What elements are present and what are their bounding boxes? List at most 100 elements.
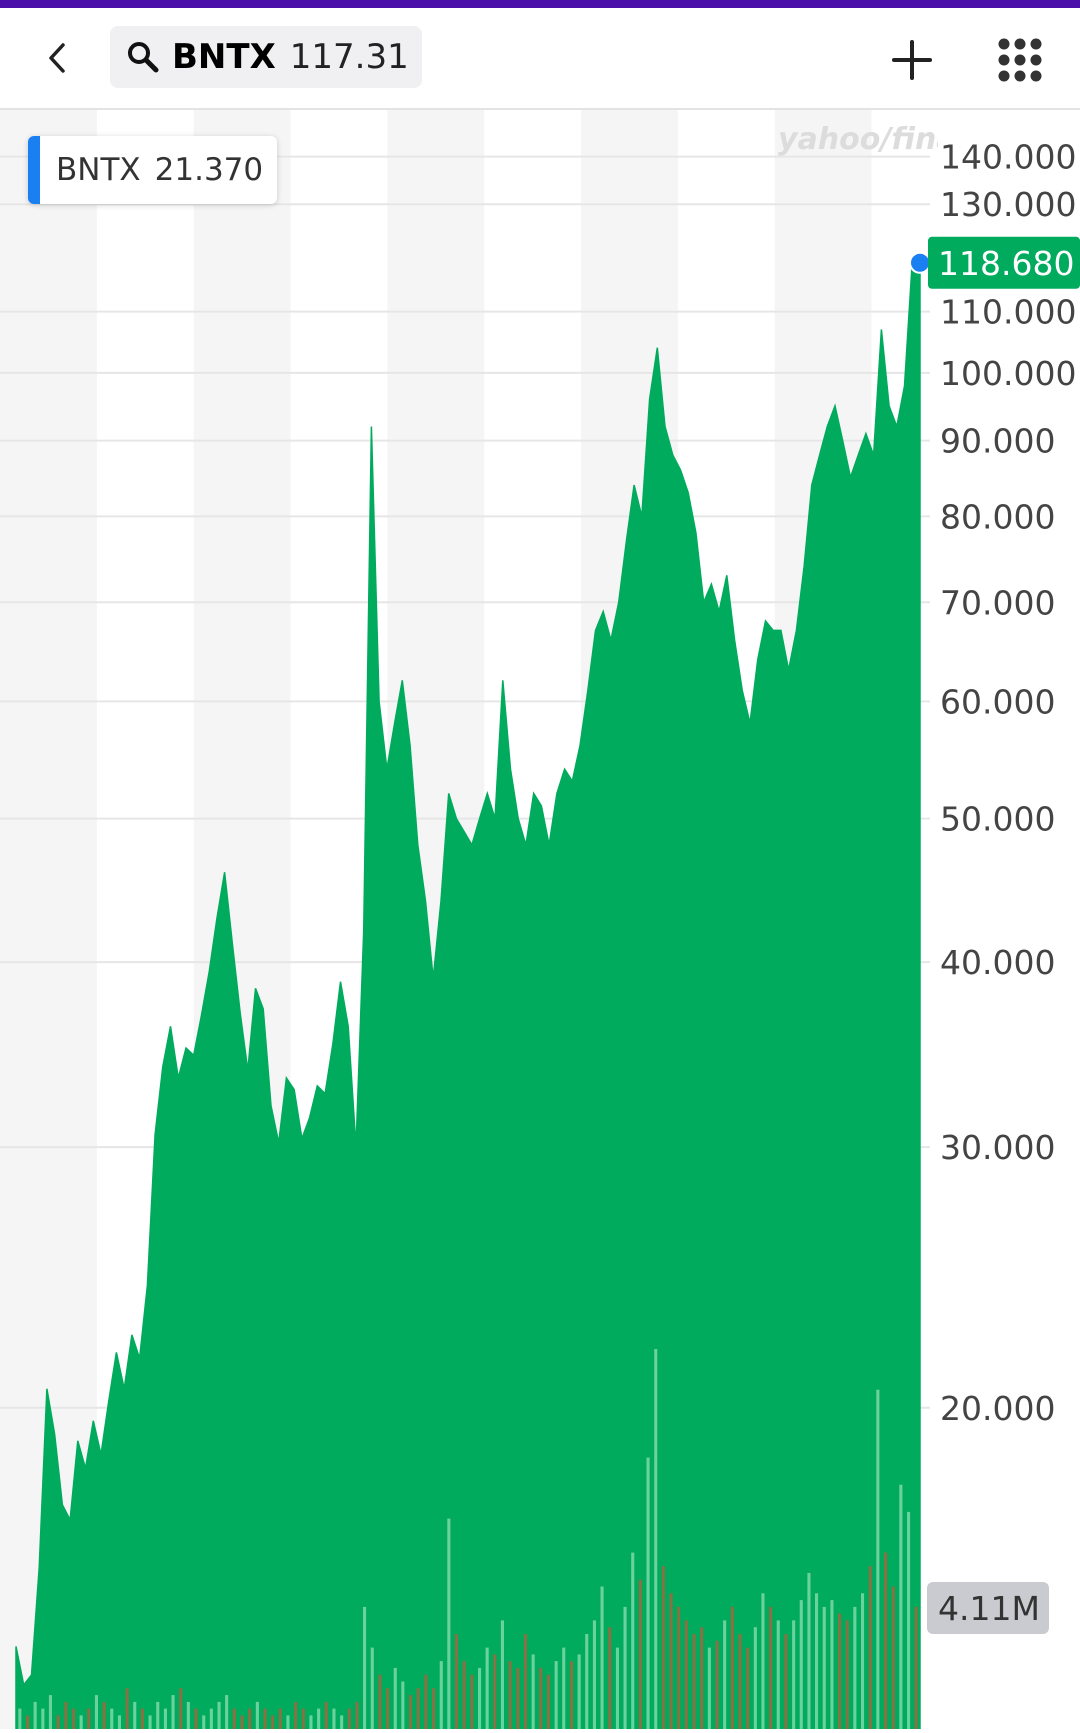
search-symbol: BNTX: [172, 37, 276, 77]
volume-bar: [631, 1552, 635, 1729]
current-price-marker: [909, 251, 931, 274]
volume-bar: [508, 1661, 512, 1729]
volume-bar: [424, 1674, 428, 1729]
plus-icon: [892, 40, 932, 80]
volume-bar: [677, 1606, 681, 1729]
y-tick-label: 60.000: [940, 682, 1055, 721]
current-price-badge: [928, 236, 1080, 289]
volume-bar: [79, 1715, 83, 1729]
volume-bar: [432, 1688, 436, 1729]
volume-bar: [753, 1627, 757, 1729]
volume-bar: [562, 1647, 566, 1729]
volume-bar: [117, 1715, 121, 1729]
volume-bar: [654, 1349, 658, 1729]
volume-bar: [18, 1708, 22, 1729]
volume-bar: [769, 1606, 773, 1729]
volume-bar: [209, 1708, 213, 1729]
volume-bar: [692, 1634, 696, 1729]
volume-bar: [125, 1688, 129, 1729]
volume-bar: [838, 1613, 842, 1729]
volume-bar: [87, 1708, 91, 1729]
volume-bar: [493, 1654, 497, 1729]
volume-bar: [194, 1708, 198, 1729]
volume-bar: [278, 1708, 282, 1729]
y-tick-label: 130.000: [940, 185, 1076, 224]
volume-bar: [822, 1606, 826, 1729]
volume-bar: [286, 1715, 290, 1729]
add-button[interactable]: [882, 30, 942, 90]
volume-bar: [217, 1701, 221, 1729]
back-button[interactable]: [30, 30, 86, 86]
volume-bar: [294, 1701, 298, 1729]
volume-bar: [707, 1647, 711, 1729]
volume-badge: [927, 1582, 1049, 1634]
volume-bar: [33, 1701, 37, 1729]
volume-bar: [700, 1627, 704, 1729]
price-chart[interactable]: 20.000 30.000 40.000 50.000 60.000 70.000 80.0…: [0, 110, 1080, 1730]
volume-bar: [723, 1620, 727, 1729]
volume-bar: [439, 1661, 443, 1729]
volume-bar: [248, 1708, 252, 1729]
volume-bar: [255, 1701, 259, 1729]
chevron-left-icon: [49, 43, 65, 73]
volume-bar: [715, 1640, 719, 1729]
volume-bar: [94, 1695, 98, 1729]
volume-bar: [225, 1695, 229, 1729]
volume-bar: [615, 1647, 619, 1729]
y-tick-label: 40.000: [940, 943, 1055, 982]
volume-bar: [347, 1708, 351, 1729]
volume-bar: [799, 1600, 803, 1729]
volume-bar: [746, 1647, 750, 1729]
volume-bar: [48, 1695, 52, 1729]
volume-bar: [409, 1695, 413, 1729]
volume-bar: [232, 1708, 236, 1729]
volume-bar: [853, 1606, 857, 1729]
volume-bar: [539, 1667, 543, 1729]
chart-area[interactable]: 20.000 30.000 40.000 50.000 60.000 70.000 80.0…: [0, 110, 1080, 1730]
legend-tag: BNTX 21.370: [28, 136, 278, 204]
volume-bar: [569, 1661, 573, 1729]
volume-bar: [340, 1715, 344, 1729]
volume-bar: [179, 1688, 183, 1729]
volume-bar: [876, 1389, 880, 1729]
volume-bar: [531, 1654, 535, 1729]
volume-bar: [102, 1701, 106, 1729]
volume-bar: [462, 1661, 466, 1729]
volume-bar: [845, 1620, 849, 1729]
volume-bar: [378, 1674, 382, 1729]
volume-bar: [110, 1708, 114, 1729]
volume-bar: [807, 1572, 811, 1729]
volume-bar: [26, 1715, 30, 1729]
volume-bar: [776, 1620, 780, 1729]
volume-bar: [370, 1647, 374, 1729]
volume-bar: [784, 1634, 788, 1729]
legend-color-bar: [28, 136, 40, 204]
volume-bar: [393, 1667, 397, 1729]
volume-bar: [669, 1593, 673, 1729]
y-tick-label: 30.000: [940, 1128, 1055, 1167]
search-price: 117.31: [289, 37, 409, 77]
volume-bar: [355, 1701, 359, 1729]
volume-bar: [830, 1600, 834, 1729]
apps-grid-button[interactable]: [990, 30, 1050, 90]
volume-bar: [171, 1695, 175, 1729]
y-tick-label: 140.000: [940, 138, 1076, 177]
volume-bar: [868, 1566, 872, 1729]
volume-bar: [585, 1634, 589, 1729]
volume-bar: [623, 1606, 627, 1729]
grid-dots-icon: [998, 38, 1042, 82]
volume-bar: [485, 1647, 489, 1729]
volume-bar: [684, 1620, 688, 1729]
y-tick-label: 50.000: [940, 800, 1055, 839]
volume-bar: [638, 1579, 642, 1729]
volume-bar: [324, 1701, 328, 1729]
volume-bar: [523, 1634, 527, 1729]
volume-bar: [186, 1701, 190, 1729]
y-tick-label: 80.000: [940, 497, 1055, 536]
volume-bar: [309, 1715, 313, 1729]
current-price-label: 118.680: [938, 244, 1074, 283]
volume-bar: [416, 1688, 420, 1729]
volume-bar: [148, 1715, 152, 1729]
search-pill[interactable]: BNTX 117.31: [110, 26, 422, 88]
volume-bar: [546, 1674, 550, 1729]
